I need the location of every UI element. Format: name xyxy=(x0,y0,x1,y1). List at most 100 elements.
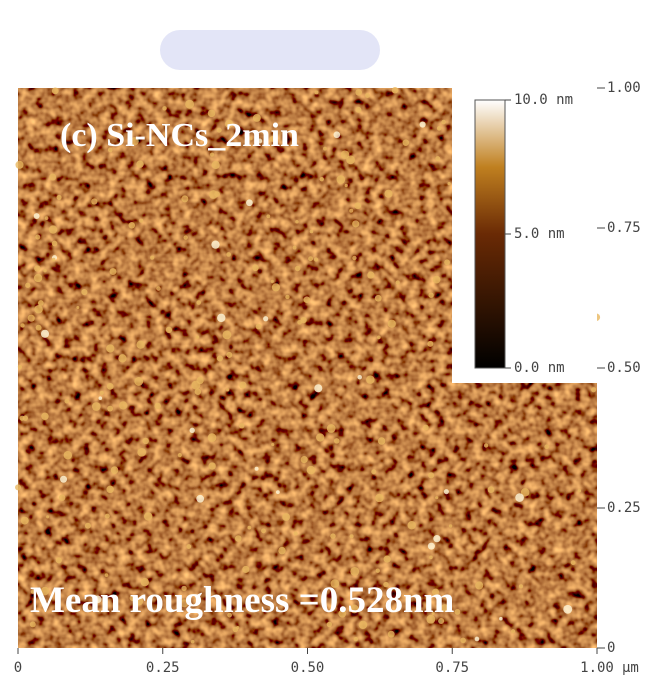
grain xyxy=(34,274,42,282)
grain xyxy=(285,295,289,299)
grain xyxy=(166,327,172,333)
grain xyxy=(271,443,274,446)
grain xyxy=(333,131,340,138)
grain xyxy=(56,557,62,563)
x-tick-label: 1.00 xyxy=(580,660,614,676)
colorbar-tick-label: 0.0 nm xyxy=(514,360,565,376)
grain xyxy=(21,517,29,525)
grain xyxy=(41,413,48,420)
grain xyxy=(499,617,503,621)
grain xyxy=(85,523,91,529)
grain xyxy=(106,344,114,352)
grain xyxy=(99,396,103,400)
grain xyxy=(334,438,340,444)
grain xyxy=(455,609,461,615)
grain xyxy=(488,486,495,493)
grain xyxy=(107,383,114,390)
grain xyxy=(233,627,239,633)
grain xyxy=(375,295,382,302)
grain xyxy=(196,300,201,305)
grain xyxy=(420,121,426,127)
grain xyxy=(295,220,298,223)
grain xyxy=(271,280,274,283)
grain xyxy=(196,495,204,503)
grain xyxy=(57,195,62,200)
grain xyxy=(354,637,358,641)
grain xyxy=(435,496,438,499)
grain xyxy=(355,89,362,96)
y-tick-label: 0.75 xyxy=(607,220,641,236)
grain xyxy=(34,305,43,314)
y-tick-label: 0.25 xyxy=(607,500,641,516)
grain xyxy=(208,110,215,117)
grain xyxy=(336,175,345,184)
grain xyxy=(105,514,110,519)
grain xyxy=(449,524,452,527)
grain xyxy=(142,438,148,444)
grain xyxy=(255,467,259,471)
grain xyxy=(367,271,374,278)
grain xyxy=(59,494,65,500)
grain xyxy=(217,355,223,361)
grain xyxy=(81,289,87,295)
grain xyxy=(247,526,251,530)
grain xyxy=(276,490,280,494)
grain xyxy=(346,155,355,164)
grain xyxy=(134,377,143,386)
grain xyxy=(226,352,232,358)
grain xyxy=(36,325,42,331)
grain xyxy=(475,581,483,589)
grain xyxy=(136,160,144,168)
grain xyxy=(196,335,200,339)
grain xyxy=(41,330,49,338)
grain xyxy=(150,256,154,260)
grain xyxy=(330,533,335,538)
grain xyxy=(544,444,549,449)
grain xyxy=(23,415,28,420)
grain xyxy=(484,443,488,447)
grain xyxy=(252,264,259,271)
grain xyxy=(396,280,400,284)
grain xyxy=(105,573,109,577)
chart: (c) Si-NCs_2min Mean roughness =0.528nm … xyxy=(0,0,657,684)
grain xyxy=(139,219,143,223)
grain xyxy=(256,324,262,330)
y-tick-label: 0 xyxy=(607,640,615,656)
grain xyxy=(242,566,249,573)
grain xyxy=(110,268,117,275)
grain xyxy=(196,377,203,384)
grain xyxy=(433,535,440,542)
grain xyxy=(578,489,581,492)
grain xyxy=(107,406,113,412)
grain xyxy=(214,191,220,197)
grain xyxy=(178,453,182,457)
grain xyxy=(185,100,194,109)
grain xyxy=(43,269,46,272)
grain xyxy=(444,259,450,265)
x-tick-label: 0.50 xyxy=(291,660,325,676)
grain xyxy=(294,531,298,535)
grain xyxy=(297,320,302,325)
grain xyxy=(384,556,391,563)
grain xyxy=(226,388,229,391)
grain xyxy=(136,340,144,348)
grain xyxy=(100,391,104,395)
grain xyxy=(155,403,161,409)
grain xyxy=(52,241,58,247)
grain xyxy=(129,222,136,229)
grain xyxy=(345,184,348,187)
grain xyxy=(427,341,433,347)
grain xyxy=(314,90,318,94)
grain xyxy=(34,265,40,271)
grain xyxy=(239,423,244,428)
grain xyxy=(377,336,381,340)
grain xyxy=(52,258,56,262)
grain xyxy=(15,161,23,169)
grain xyxy=(293,246,297,250)
grain xyxy=(162,106,166,110)
grain xyxy=(441,120,446,125)
grain xyxy=(403,139,410,146)
grain xyxy=(571,560,576,565)
grain xyxy=(591,387,596,392)
x-tick-label: 0.25 xyxy=(146,660,180,676)
